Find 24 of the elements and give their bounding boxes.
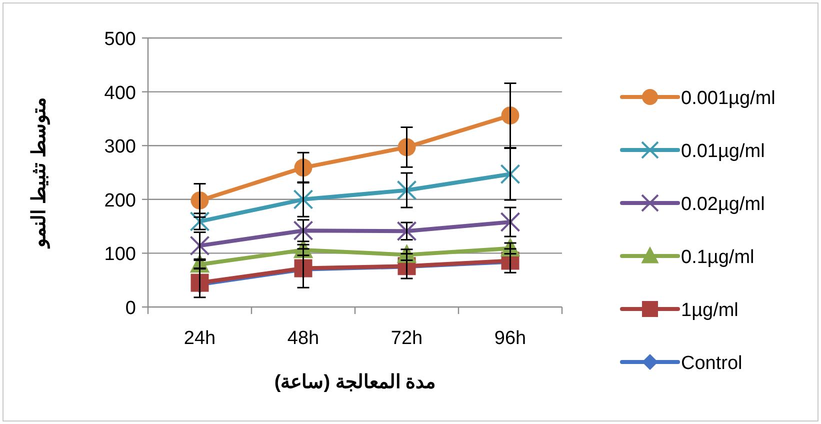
x-tick-label: 96h	[494, 328, 526, 349]
y-tick-label: 500	[104, 29, 136, 50]
legend-label: 1µg/ml	[681, 300, 738, 321]
legend-label: 0.1µg/ml	[681, 247, 754, 268]
point	[500, 164, 520, 184]
x-tick-label: 48h	[287, 328, 320, 349]
legend-label: 0.001µg/ml	[681, 88, 776, 109]
y-tick-label: 300	[104, 136, 136, 158]
y-tick-label: 100	[104, 244, 136, 266]
y-tick-label: 0	[125, 298, 136, 319]
y-tick-label: 400	[104, 82, 136, 104]
y-axis-title: متوسط تثبيط النمو	[29, 98, 50, 250]
x-axis-title: مدة المعالجة (ساعة)	[274, 372, 436, 393]
point	[293, 189, 314, 210]
x-tick-label: 72h	[390, 328, 423, 349]
legend-label: 0.01µg/ml	[681, 141, 765, 162]
point	[396, 180, 417, 200]
y-tick-label: 200	[104, 190, 136, 212]
legend-label: 0.02µg/ml	[681, 194, 765, 215]
point	[190, 236, 210, 256]
legend-label: Control	[681, 353, 742, 374]
point	[500, 212, 520, 232]
x-tick-label: 24h	[184, 328, 216, 349]
point	[293, 220, 314, 241]
